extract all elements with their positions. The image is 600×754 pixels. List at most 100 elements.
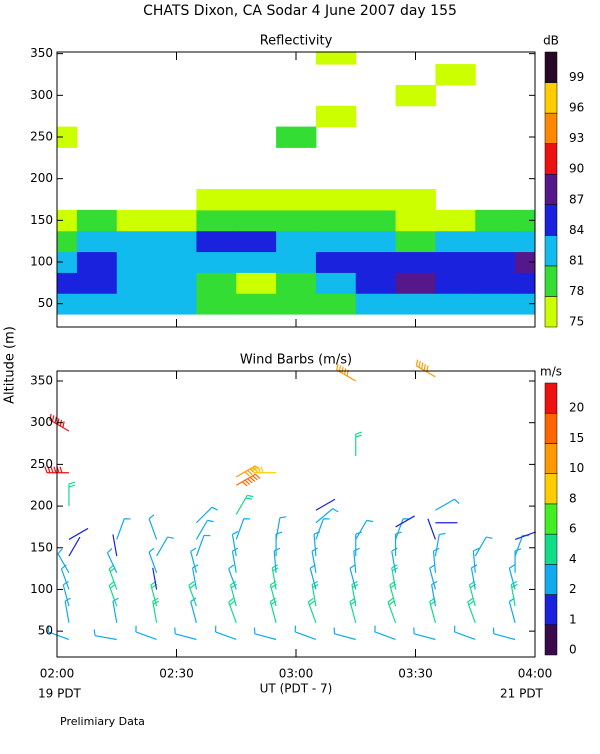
colorbar-label: 20 (569, 401, 584, 415)
heat-cell (116, 272, 158, 294)
colorbar-block (544, 382, 558, 414)
wind-barb (57, 548, 70, 574)
heat-cell (276, 272, 317, 294)
heat-cell (475, 230, 516, 253)
wind-barb (190, 597, 197, 623)
heat-cell (355, 189, 397, 211)
wind-barb (492, 627, 516, 641)
colorbar-label: 81 (569, 253, 584, 267)
heat-cell (276, 126, 317, 148)
colorbar-block (544, 173, 558, 206)
colorbar-block (544, 51, 558, 83)
colorbar-label: 75 (569, 315, 584, 329)
colorbar-block (544, 412, 558, 444)
heat-cell (76, 251, 118, 273)
colorbar-label: 90 (569, 162, 584, 176)
y-tick-label: 200 (30, 171, 53, 185)
wind-barb (395, 515, 415, 528)
colorbar-label: 87 (569, 192, 584, 206)
heat-cell (475, 209, 516, 232)
heat-cell (236, 189, 277, 211)
colorbar-block (544, 265, 558, 297)
wind-barb (508, 564, 516, 590)
colorbar-label: 0 (569, 643, 577, 657)
wind-barb (156, 536, 174, 557)
heat-cell (435, 293, 476, 315)
heat-cell (395, 84, 436, 107)
heat-cell (315, 272, 357, 294)
wind-barb (68, 536, 81, 557)
colorbar-label: 78 (569, 284, 584, 298)
y-tick-label: 250 (30, 130, 53, 144)
wind-barb (311, 547, 318, 573)
colorbar-block (544, 143, 558, 175)
wind-barb (68, 527, 89, 540)
heat-cell (196, 272, 237, 294)
wind-barb (192, 564, 199, 590)
heat-cell (196, 251, 237, 273)
colorbar-label: 10 (569, 461, 584, 475)
heat-cell (355, 251, 397, 273)
wind-barb (275, 516, 287, 540)
wind-barb (64, 597, 71, 623)
heat-cell (395, 189, 436, 211)
colorbar-block (544, 503, 558, 535)
heat-cell (236, 293, 277, 315)
y-tick-label: 300 (30, 415, 53, 429)
wind-barb (229, 580, 237, 607)
heat-cell (236, 230, 277, 253)
wind-barb (472, 547, 480, 573)
wind-barb (235, 465, 261, 478)
heat-cell (76, 293, 118, 315)
y-tick-label: 100 (30, 255, 53, 269)
wind-barb (195, 506, 218, 524)
colorbar-block (544, 594, 558, 626)
wind-barb (214, 625, 237, 641)
x-tick-label: 02:00 (40, 667, 75, 681)
wind-barb (228, 564, 237, 590)
heat-cell (116, 251, 158, 273)
colorbar-label: 99 (569, 70, 584, 84)
heat-cell (395, 209, 436, 232)
heat-cell (395, 272, 436, 294)
y-tick-label: 350 (30, 374, 53, 388)
wind-barb (135, 625, 157, 641)
y-tick-label: 50 (38, 624, 53, 638)
wind-barb (333, 627, 356, 641)
wind-barb (374, 625, 396, 641)
heat-cell (515, 230, 535, 253)
heat-cell (315, 293, 357, 315)
heat-cell (435, 251, 476, 273)
heat-cell (435, 209, 476, 232)
heat-cell (276, 230, 317, 253)
right-note: 21 PDT (500, 687, 544, 701)
colorbar-block (544, 112, 558, 144)
heat-cell (315, 105, 357, 128)
heat-cell (156, 209, 197, 232)
wind-barb (116, 518, 131, 540)
heat-cell (156, 230, 197, 253)
left-note: 19 PDT (38, 687, 82, 701)
heat-cell (236, 251, 277, 273)
y-tick-label: 350 (30, 46, 53, 60)
heat-cell (355, 272, 397, 294)
heat-cell (395, 293, 436, 315)
wind-barb (474, 536, 493, 557)
colorbar-label: 6 (569, 522, 577, 536)
wind-barb (68, 481, 76, 507)
wind-barb (336, 363, 357, 382)
heat-cell (76, 209, 118, 232)
heat-cell (76, 230, 118, 253)
wind-barb (387, 597, 397, 624)
wind-barb (47, 625, 70, 641)
colorbar-block (544, 296, 558, 328)
wind-barb (470, 564, 478, 590)
wind-barb (190, 547, 197, 573)
heat-cell (57, 126, 78, 148)
heat-cell (315, 230, 357, 253)
wind-barb (415, 359, 436, 378)
wind-barb (413, 627, 436, 641)
wind-barb (355, 531, 362, 557)
x-tick-label: 03:00 (279, 667, 314, 681)
page-title: CHATS Dixon, CA Sodar 4 June 2007 day 15… (143, 3, 457, 19)
